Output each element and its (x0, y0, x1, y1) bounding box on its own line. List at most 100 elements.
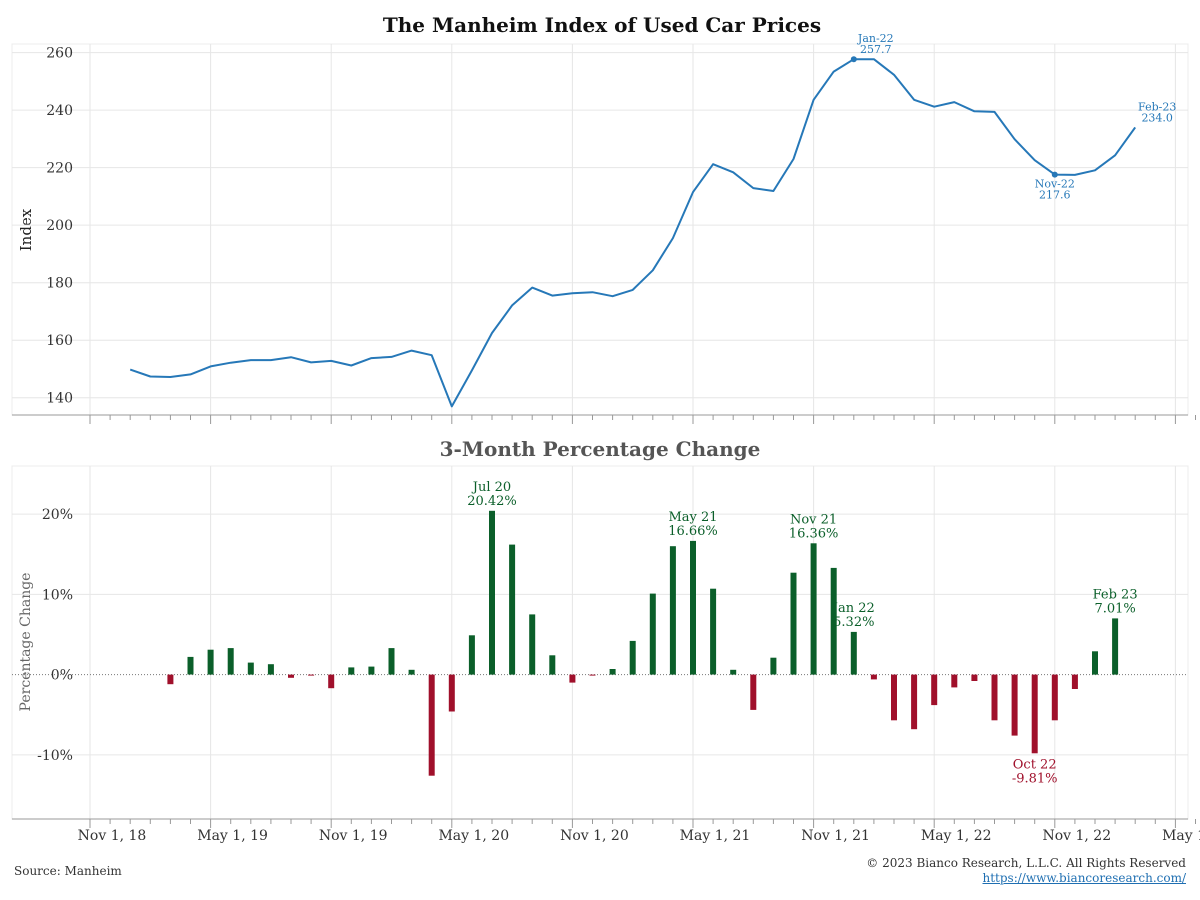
x-tick-label: May 1, 22 (921, 828, 992, 844)
x-tick-label: Nov 1, 21 (801, 828, 870, 844)
bar (951, 674, 958, 688)
bar (468, 635, 475, 675)
bar (368, 666, 375, 675)
y-tick-label: 200 (46, 218, 73, 234)
bar (971, 674, 978, 681)
annotation-date-label: Oct 22 (1013, 757, 1057, 772)
y-tick-label: 260 (46, 46, 73, 62)
bar (187, 656, 194, 675)
bar (267, 664, 274, 675)
y-tick-label: 240 (46, 103, 73, 119)
bar (1031, 674, 1038, 754)
bar (810, 543, 817, 675)
annotation-date-label: Nov 21 (790, 512, 837, 527)
bar (428, 674, 435, 776)
bar (489, 510, 495, 675)
annotation-date-label: Feb-23 (1138, 100, 1176, 113)
bar (1051, 674, 1058, 721)
annotation-dot (850, 56, 857, 63)
annotation-date-label: Jul 20 (471, 480, 511, 495)
annotation-date-label: Feb 23 (1093, 587, 1138, 602)
y-tick-label: 160 (46, 333, 73, 349)
bar (1071, 674, 1078, 689)
bar (830, 567, 837, 675)
bar (730, 669, 737, 675)
source-note: Source: Manheim (14, 864, 122, 878)
bar (569, 674, 576, 683)
copyright-text: © 2023 Bianco Research, L.L.C. All Right… (866, 856, 1186, 870)
annotation-value-label: 7.01% (1094, 601, 1135, 616)
bar (850, 631, 857, 675)
bar (549, 655, 556, 675)
x-tick-label: Nov 1, 18 (78, 828, 147, 844)
annotation-value-label: 16.66% (668, 524, 718, 539)
chart-title-top: The Manheim Index of Used Car Prices (383, 13, 821, 37)
annotation-value-label: -9.81% (1012, 771, 1058, 786)
bar (1092, 651, 1098, 675)
bar (790, 572, 797, 675)
y-tick-label: 220 (46, 161, 73, 177)
annotation-date-label: Jan-22 (857, 32, 894, 45)
bar (891, 674, 897, 721)
bar (388, 648, 395, 675)
plot-area-top (11, 43, 1189, 416)
bar (991, 674, 998, 721)
x-tick-label: May 1, 21 (680, 828, 751, 844)
bar (911, 674, 918, 730)
bar (529, 614, 536, 675)
y-tick-label: 0% (51, 668, 73, 684)
annotation-value-label: 20.42% (467, 494, 517, 509)
website-link[interactable]: https://www.biancoresearch.com/ (982, 871, 1186, 885)
annotation-date-label: Jan 22 (831, 601, 875, 616)
bar (207, 649, 214, 675)
bar (589, 674, 596, 676)
y-tick-label: 20% (42, 507, 73, 523)
series-line-manheim-index (129, 58, 1137, 408)
annotation-date-label: May 21 (668, 510, 717, 525)
annotation-value-label: 234.0 (1141, 111, 1173, 124)
annotation-value-label: 257.7 (860, 43, 892, 56)
bar (288, 674, 294, 678)
y-tick-label: 140 (46, 391, 73, 407)
bar (690, 540, 696, 675)
bar (348, 667, 355, 675)
bar (629, 640, 636, 675)
annotation-value-label: 5.32% (833, 615, 874, 630)
y-axis-label-top: Index (17, 208, 35, 251)
bar (609, 669, 616, 675)
y-axis-label-bottom: Percentage Change (18, 573, 34, 712)
bar (247, 662, 254, 675)
y-tick-label: 180 (46, 276, 73, 292)
bar (1112, 618, 1119, 675)
copyright-block: © 2023 Bianco Research, L.L.C. All Right… (866, 856, 1186, 886)
y-tick-label: 10% (42, 587, 73, 603)
bar (328, 674, 335, 689)
x-tick-label: Nov 1, 20 (560, 828, 629, 844)
bar (710, 588, 717, 675)
bar (167, 674, 174, 685)
x-tick-label: May 1, 19 (197, 828, 268, 844)
x-tick-label: Nov 1, 22 (1042, 828, 1111, 844)
x-tick-label: Nov 1, 19 (319, 828, 388, 844)
annotation-date-label: Nov-22 (1035, 178, 1075, 191)
annotation-value-label: 217.6 (1039, 189, 1071, 202)
annotation-dot (1051, 171, 1058, 178)
bar (669, 546, 676, 675)
bar (750, 674, 757, 710)
bar (227, 648, 234, 675)
bar (770, 657, 777, 675)
bar (1011, 674, 1018, 736)
bar (408, 669, 415, 675)
bar (308, 674, 315, 676)
x-tick-label: May 1, 23 (1162, 828, 1200, 844)
chart-title-bottom: 3-Month Percentage Change (440, 437, 761, 461)
annotation-value-label: 16.36% (789, 526, 839, 541)
x-tick-label: May 1, 20 (438, 828, 509, 844)
plot-area-bottom (11, 465, 1189, 820)
bar (931, 674, 938, 706)
bar (509, 544, 516, 675)
bar (870, 674, 877, 680)
